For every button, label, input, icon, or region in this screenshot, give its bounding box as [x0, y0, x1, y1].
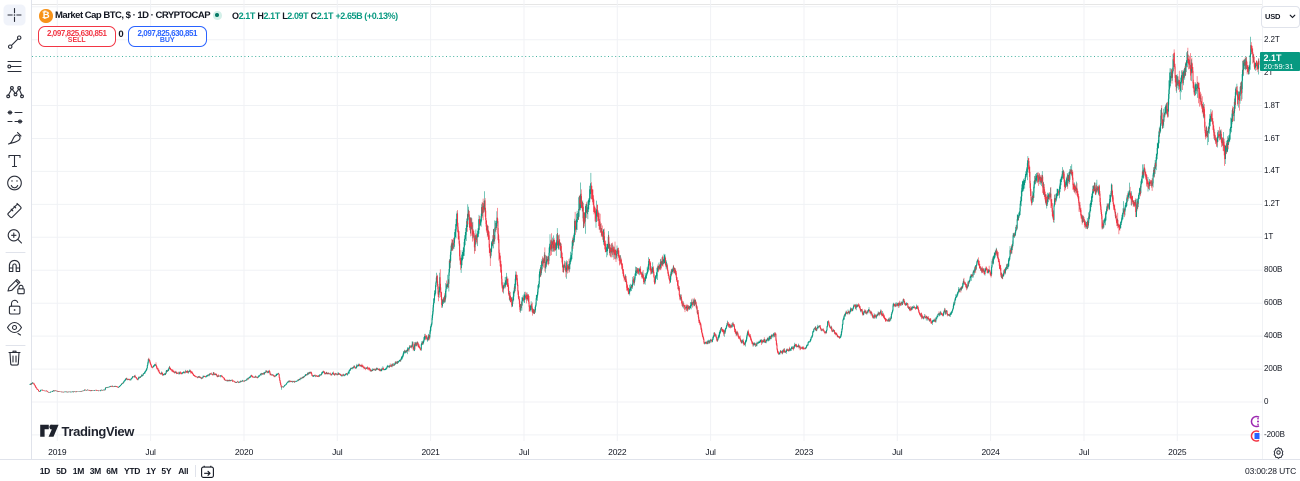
- svg-text:TradingView: TradingView: [62, 424, 136, 439]
